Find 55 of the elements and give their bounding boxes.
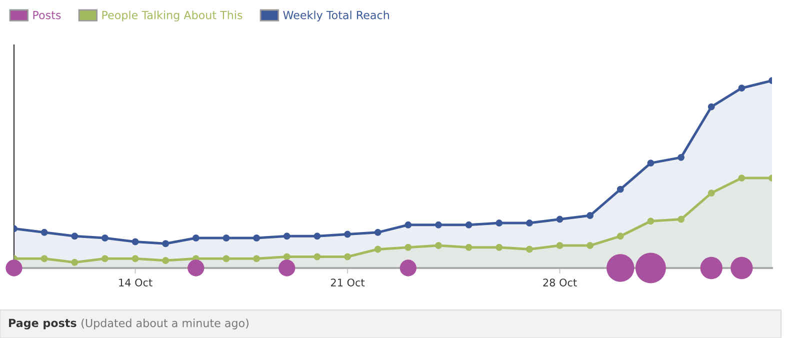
- legend-label: Posts: [33, 11, 61, 20]
- point: [344, 230, 351, 238]
- point: [678, 216, 685, 223]
- legend-label: Weekly Total Reach: [283, 10, 389, 22]
- text: (Updated about a minute ago): [82, 318, 248, 330]
- point: [132, 255, 139, 262]
- point: [283, 232, 290, 240]
- point: [162, 257, 170, 264]
- point: [647, 218, 654, 225]
- point: [465, 244, 472, 251]
- point: [222, 234, 230, 242]
- point: [374, 246, 382, 253]
- point: [465, 221, 472, 228]
- point: [40, 228, 48, 236]
- point: [526, 246, 533, 253]
- point: [404, 244, 412, 251]
- point: [586, 212, 594, 219]
- point: [616, 186, 624, 193]
- point: [678, 154, 685, 161]
- point: [738, 84, 746, 92]
- point: [374, 228, 382, 236]
- point: [283, 253, 290, 260]
- point: [162, 240, 170, 248]
- point: [556, 242, 564, 249]
- point: [738, 174, 746, 182]
- legend-label: People Talking About This: [102, 10, 242, 22]
- point: [708, 190, 715, 197]
- point: [435, 242, 442, 249]
- point: [71, 258, 78, 266]
- point: [132, 238, 139, 246]
- point: [526, 220, 533, 226]
- point: [192, 234, 200, 242]
- point: [314, 253, 321, 260]
- point: [496, 220, 503, 226]
- x-tick-label: 28 Oct: [543, 278, 577, 286]
- point: [496, 244, 503, 251]
- point: [101, 255, 108, 262]
- point: [647, 160, 654, 167]
- point: [71, 232, 78, 240]
- point: [435, 221, 442, 228]
- point: [586, 242, 594, 249]
- point: [556, 216, 564, 223]
- point: [222, 255, 230, 262]
- point: [708, 103, 715, 110]
- point: [253, 255, 260, 262]
- point: [344, 253, 351, 260]
- text: Page posts: [9, 318, 76, 330]
- point: [404, 221, 412, 228]
- point: [314, 232, 321, 240]
- point: [253, 234, 260, 242]
- point: [616, 232, 624, 240]
- point: [40, 255, 48, 262]
- x-tick-label: 14 Oct: [119, 278, 152, 286]
- x-tick-label: 21 Oct: [330, 278, 365, 286]
- point: [101, 234, 108, 242]
